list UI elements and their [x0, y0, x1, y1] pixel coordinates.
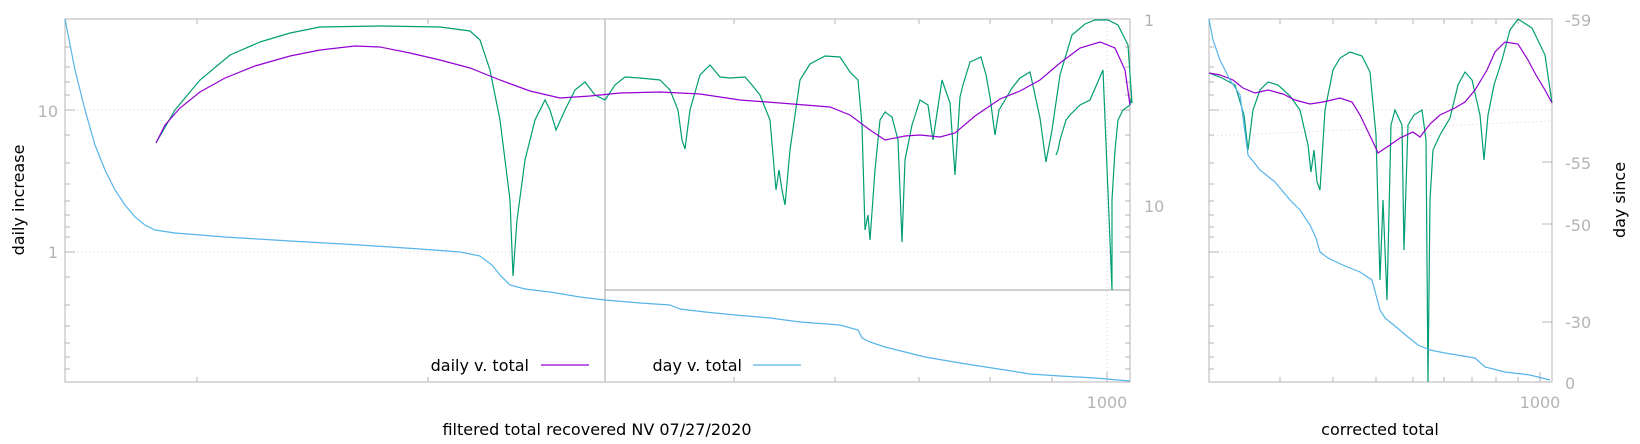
legend-label-daily: daily v. total: [431, 356, 529, 375]
legend-label-day: day v. total: [653, 356, 743, 375]
main-series-day-line: [64, 18, 1131, 382]
inset-x-axis-title: corrected total: [1321, 420, 1439, 439]
inset-y2-tick-label-0: 0: [1565, 374, 1575, 393]
inset-axis-ticks: [1209, 18, 1552, 383]
main-axis-ticks: [65, 18, 1130, 382]
main-y-axis-title: daily increase: [9, 145, 28, 256]
main-y-tick-label-10: 10: [38, 102, 58, 121]
main-series-daily-line: [155, 41, 1131, 144]
main-legend: daily v. total day v. total: [431, 356, 801, 375]
main-plot-frame: [64, 18, 1131, 383]
main-x-axis-title: filtered total recovered NV 07/27/2020: [442, 420, 751, 439]
inset-y2-tick-label-minus55: -55: [1565, 154, 1591, 173]
inset-plot-frame: [1208, 18, 1553, 383]
main-x-tick-label-1000: 1000: [1087, 393, 1128, 412]
inset-y2-tick-label-minus50: -50: [1565, 216, 1591, 235]
inset-dotted-trend-line: [1208, 120, 1553, 137]
main-panel: 10 1 1 10 1000 daily increase filtered t…: [9, 11, 1164, 439]
inset-series-daily-line: [1208, 41, 1553, 154]
main-y-tick-label-1: 1: [48, 243, 58, 262]
inset-y2-axis-title: day since: [1610, 162, 1629, 238]
inset-series-filtered-line: [1208, 18, 1553, 383]
inset-series-day-line: [1208, 18, 1551, 381]
inset-gridlines: [1208, 109, 1553, 253]
inset-y2-tick-label-minus59: -59: [1565, 11, 1591, 30]
inset-x-tick-label-1000: 1000: [1520, 393, 1561, 412]
main-y2-tick-label-10: 10: [1144, 197, 1164, 216]
main-y2-tick-label-1: 1: [1144, 11, 1154, 30]
main-gridlines: [65, 19, 1130, 382]
main-series-filtered-line: [155, 19, 1133, 291]
inset-y2-tick-label-minus30: -30: [1565, 313, 1591, 332]
inset-panel: -59 -55 -50 -30 0 1000 day since correct…: [1208, 11, 1629, 439]
